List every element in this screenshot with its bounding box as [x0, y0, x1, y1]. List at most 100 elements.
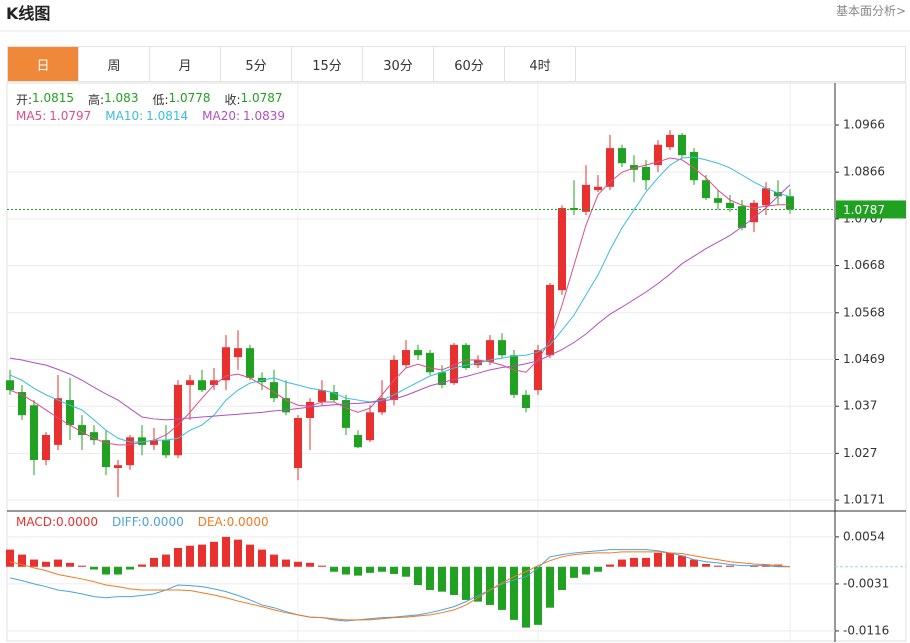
candle-body — [474, 359, 482, 366]
macd-bar — [642, 557, 650, 567]
candle-body — [102, 440, 110, 468]
macd-bar — [702, 564, 710, 567]
legend-item: MACD: 0.0000 — [16, 515, 98, 529]
legend-item: MA10: 1.0814 — [105, 109, 188, 123]
candle-body — [378, 398, 386, 413]
macd-bar — [414, 566, 422, 586]
candle-body — [30, 405, 38, 460]
candle-body — [222, 347, 230, 381]
macd-bar — [402, 566, 410, 577]
macd-bar — [558, 566, 566, 590]
tab[interactable]: 15分 — [292, 47, 363, 81]
y-tick-label: 1.027 — [843, 446, 877, 460]
macd-bar — [450, 566, 458, 595]
macd-bar — [474, 566, 482, 602]
candle-body — [726, 202, 734, 209]
candle-body — [114, 465, 122, 469]
legend-item: 高: 1.083 — [88, 91, 138, 108]
candle-body — [270, 382, 278, 399]
candle-body — [690, 151, 698, 181]
macd-bar — [42, 561, 50, 567]
tab[interactable]: 60分 — [434, 47, 505, 81]
macd-bar — [546, 566, 554, 608]
candle-body — [462, 344, 470, 368]
candle-body — [438, 372, 446, 385]
legend-value: 0.0000 — [56, 515, 99, 529]
candle-body — [582, 184, 590, 212]
candle-body — [426, 352, 434, 373]
tab[interactable]: 月 — [150, 47, 221, 81]
y-tick-label: 1.0171 — [843, 493, 885, 507]
candle-body — [714, 198, 722, 203]
macd-bar — [66, 562, 74, 567]
legend-value: 0.0000 — [141, 515, 184, 529]
candle-body — [762, 188, 770, 206]
legend-item: MA20: 1.0839 — [202, 109, 285, 123]
legend-item: DIFF: 0.0000 — [112, 515, 184, 529]
line-series — [9, 157, 790, 446]
line-series — [9, 551, 791, 621]
macd-bar — [618, 559, 626, 567]
tab[interactable]: 4时 — [505, 47, 576, 81]
tab[interactable]: 30分 — [363, 47, 434, 81]
candle-body — [522, 394, 530, 409]
macd-bar — [486, 566, 494, 605]
y-tick-label: 1.0966 — [843, 117, 885, 131]
macd-bar — [54, 559, 62, 567]
macd-bar — [222, 536, 230, 567]
candle-body — [246, 348, 254, 378]
legend-label: DIFF: — [112, 515, 142, 529]
candle-body — [486, 340, 494, 362]
macd-bar — [150, 557, 158, 567]
macd-bar — [174, 547, 182, 567]
fundamental-link[interactable]: 基本面分析> — [835, 4, 906, 18]
candle-body — [402, 350, 410, 366]
tab-bar: 日周月 5分 15分 30分 60分 4时 — [7, 46, 906, 82]
candle-body — [186, 380, 194, 385]
candle-body — [18, 392, 26, 416]
candle-body — [78, 425, 86, 435]
macd-bar — [294, 561, 302, 567]
candle-body — [594, 186, 602, 191]
macd-bar — [438, 566, 446, 592]
candle-body — [90, 432, 98, 441]
y-tick-label: -0.0116 — [843, 623, 889, 637]
candle-body — [774, 191, 782, 197]
macd-bar — [426, 566, 434, 590]
ohlc-legend: 开: 1.0815 高: 1.083 低: 1.0778 收: 1.0787 — [16, 91, 283, 108]
macd-bar — [258, 549, 266, 567]
macd-bar — [678, 555, 686, 567]
legend-label: MACD: — [16, 515, 57, 529]
line-series — [9, 549, 790, 622]
candle-body — [546, 284, 554, 356]
candle-body — [642, 166, 650, 181]
tab[interactable]: 日 — [8, 47, 79, 81]
y-tick-label: -0.0031 — [843, 576, 889, 590]
legend-label: 低: — [152, 93, 169, 107]
candle-body — [150, 440, 158, 445]
ma-legend: MA5: 1.0797 MA10: 1.0814 MA20: 1.0839 — [16, 109, 285, 123]
legend-item: MA5: 1.0797 — [16, 109, 91, 123]
candle-body — [450, 344, 458, 384]
macd-bar — [594, 566, 602, 572]
macd-bar — [654, 552, 662, 567]
tab[interactable]: 周 — [79, 47, 150, 81]
candle-body — [198, 380, 206, 391]
tab[interactable]: 5分 — [221, 47, 292, 81]
legend-label: MA10: — [105, 109, 144, 123]
macd-bar — [354, 566, 362, 576]
macd-bar — [114, 566, 122, 575]
macd-bar — [90, 566, 98, 570]
macd-bar — [498, 566, 506, 610]
candle-body — [570, 208, 578, 210]
legend-value: 0.0000 — [226, 515, 269, 529]
macd-bar — [78, 565, 86, 567]
candle-body — [678, 134, 686, 156]
candle-body — [330, 392, 338, 401]
legend-label: DEA: — [197, 515, 227, 529]
macd-bar — [342, 566, 350, 575]
legend-label: 收: — [224, 93, 241, 107]
price-tag-label: 1.0787 — [843, 203, 885, 217]
legend-item: 低: 1.0778 — [152, 91, 210, 108]
macd-bar — [6, 549, 14, 567]
